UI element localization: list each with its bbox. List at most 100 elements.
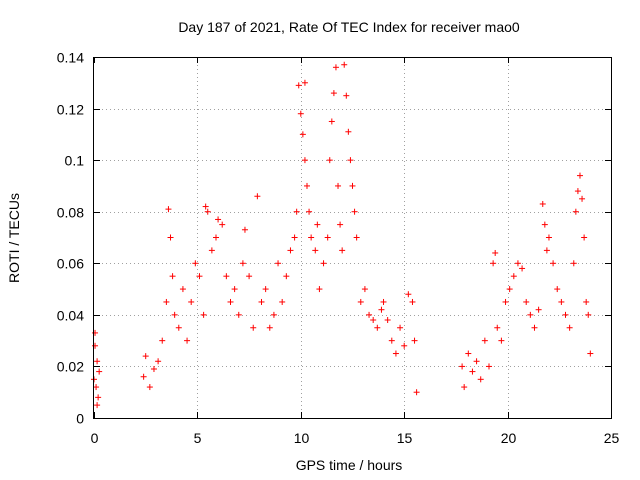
data-point: [413, 389, 420, 396]
data-point: [246, 273, 253, 280]
data-point: [241, 226, 248, 233]
x-tick-label: 5: [194, 430, 202, 446]
data-point: [514, 260, 521, 267]
data-point: [527, 311, 534, 318]
data-point: [167, 234, 174, 241]
data-point: [477, 376, 484, 383]
data-points: [91, 61, 594, 409]
data-point: [545, 234, 552, 241]
data-point: [192, 260, 199, 267]
x-tick-label: 10: [294, 430, 310, 446]
data-point: [473, 358, 480, 365]
data-point: [461, 384, 468, 391]
data-point: [409, 298, 416, 305]
data-point: [562, 311, 569, 318]
data-point: [308, 234, 315, 241]
x-tick-label: 25: [604, 430, 620, 446]
data-point: [188, 298, 195, 305]
x-axis-label: GPS time / hours: [296, 457, 403, 473]
data-point: [142, 353, 149, 360]
data-point: [326, 157, 333, 164]
y-tick-label: 0.12: [57, 102, 84, 118]
data-point: [411, 337, 418, 344]
data-point: [370, 317, 377, 324]
data-point: [150, 366, 157, 373]
data-point: [231, 286, 238, 293]
x-tick-label: 15: [397, 430, 413, 446]
data-point: [306, 208, 313, 215]
data-point: [163, 298, 170, 305]
data-point: [92, 329, 99, 336]
data-point: [202, 203, 209, 210]
data-point: [581, 234, 588, 241]
data-point: [378, 306, 385, 313]
data-point: [357, 298, 364, 305]
data-point: [295, 82, 302, 89]
plot-frame: [93, 57, 612, 419]
data-point: [297, 110, 304, 117]
data-point: [539, 200, 546, 207]
data-point: [587, 350, 594, 357]
data-point: [155, 358, 162, 365]
data-point: [519, 265, 526, 272]
data-point: [351, 208, 358, 215]
grid-lines: [94, 57, 611, 418]
data-point: [558, 298, 565, 305]
data-point: [405, 291, 412, 298]
data-point: [572, 208, 579, 215]
data-point: [219, 221, 226, 228]
data-point: [140, 373, 147, 380]
data-point: [392, 350, 399, 357]
chart-title: Day 187 of 2021, Rate Of TEC Index for r…: [178, 19, 520, 35]
data-point: [200, 311, 207, 318]
data-point: [94, 402, 101, 409]
data-point: [235, 311, 242, 318]
data-point: [293, 208, 300, 215]
data-point: [384, 317, 391, 324]
data-point: [550, 260, 557, 267]
data-point: [531, 324, 538, 331]
data-point: [175, 324, 182, 331]
data-point: [304, 182, 311, 189]
data-point: [95, 394, 102, 401]
data-point: [574, 188, 581, 195]
data-point: [227, 298, 234, 305]
data-point: [349, 182, 356, 189]
x-tick-label: 0: [91, 430, 99, 446]
data-point: [169, 273, 176, 280]
y-tick-label: 0.08: [57, 205, 84, 221]
data-point: [223, 273, 230, 280]
data-point: [301, 79, 308, 86]
data-point: [579, 195, 586, 202]
data-point: [343, 92, 350, 99]
data-point: [171, 311, 178, 318]
data-point: [94, 358, 101, 365]
data-point: [583, 298, 590, 305]
y-tick-label: 0.1: [65, 153, 85, 169]
data-point: [316, 286, 323, 293]
data-point: [328, 118, 335, 125]
data-point: [204, 208, 211, 215]
data-point: [262, 286, 269, 293]
data-point: [314, 221, 321, 228]
y-tick-label: 0.02: [57, 359, 84, 375]
data-point: [566, 324, 573, 331]
data-point: [341, 61, 348, 68]
y-tick-label: 0.04: [57, 308, 84, 324]
data-point: [347, 157, 354, 164]
data-point: [510, 273, 517, 280]
data-point: [535, 306, 542, 313]
data-point: [299, 131, 306, 138]
data-point: [213, 234, 220, 241]
data-point: [576, 172, 583, 179]
data-point: [258, 298, 265, 305]
data-point: [465, 350, 472, 357]
data-point: [388, 337, 395, 344]
data-point: [283, 273, 290, 280]
data-point: [374, 324, 381, 331]
data-point: [498, 337, 505, 344]
data-point: [345, 128, 352, 135]
data-point: [146, 384, 153, 391]
data-point: [380, 298, 387, 305]
